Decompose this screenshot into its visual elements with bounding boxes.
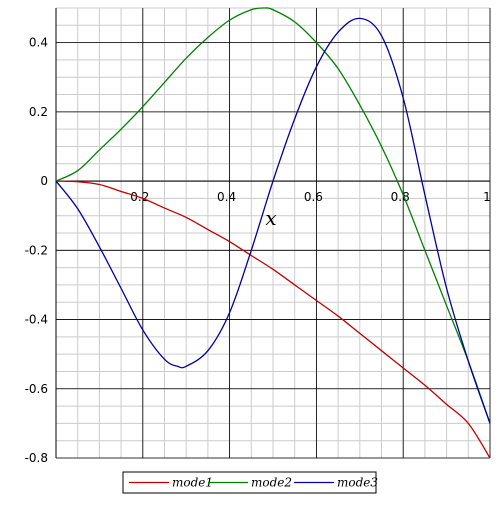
legend: mode1 mode2 mode3 bbox=[122, 471, 378, 494]
series-line-mode2 bbox=[55, 7, 491, 424]
x-tick-label: 1 bbox=[483, 190, 491, 204]
series-lines bbox=[55, 7, 491, 459]
tick-labels: 0.2 0.4 0.6 0.8 10.40.20-0.2-0.4-0.6-0.8 bbox=[25, 36, 491, 465]
legend-label-mode3: mode3 bbox=[337, 476, 378, 490]
legend-label-mode1: mode1 bbox=[172, 476, 213, 490]
x-tick-label: 0.8 bbox=[391, 190, 410, 204]
legend-label-mode2: mode2 bbox=[251, 476, 292, 490]
grid bbox=[55, 7, 491, 459]
y-tick-label: -0.2 bbox=[25, 243, 48, 257]
x-tick-label: 0.6 bbox=[304, 190, 323, 204]
x-tick-label: 0.4 bbox=[217, 190, 236, 204]
series-line-mode3 bbox=[55, 17, 491, 424]
x-axis-label: x bbox=[265, 206, 276, 230]
series-line-mode1 bbox=[55, 180, 491, 459]
legend-box bbox=[122, 471, 377, 494]
y-tick-label: 0 bbox=[40, 174, 48, 188]
y-tick-label: 0.4 bbox=[29, 36, 48, 50]
y-tick-label: -0.8 bbox=[25, 451, 48, 465]
y-tick-label: -0.6 bbox=[25, 382, 48, 396]
y-tick-label: 0.2 bbox=[29, 105, 48, 119]
y-tick-label: -0.4 bbox=[25, 313, 48, 327]
